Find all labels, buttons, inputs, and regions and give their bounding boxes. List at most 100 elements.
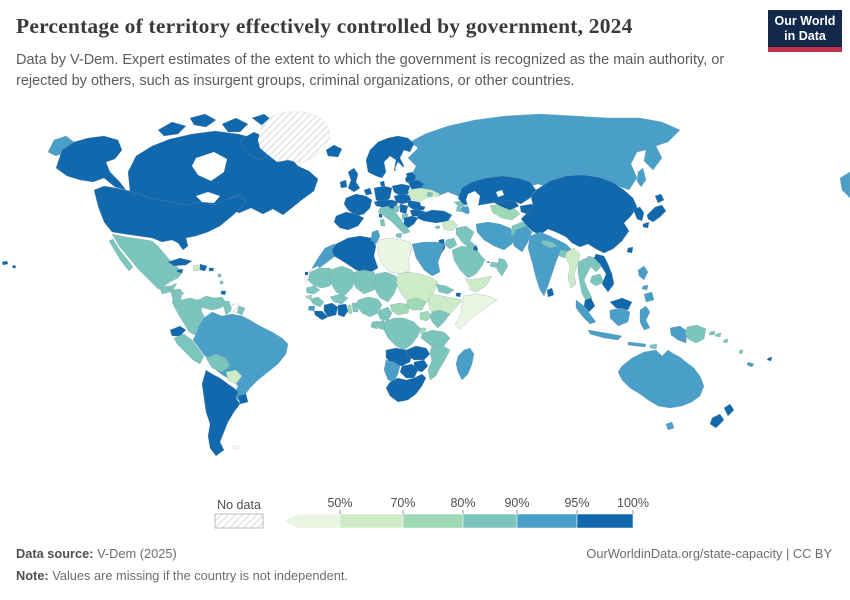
country-italy[interactable] [377,205,411,235]
country-sardinia[interactable] [379,218,386,227]
country-haiti[interactable] [192,264,201,272]
country-djibouti[interactable] [455,292,462,298]
country-denmark[interactable] [379,180,386,187]
country-peru[interactable] [173,333,205,365]
footer-link-line[interactable]: OurWorldinData.org/state-capacity | CC B… [586,546,832,561]
country-argentina-chile[interactable] [201,369,241,457]
country-solomon-islands-2[interactable] [722,338,729,344]
country-guinea-bissau[interactable] [305,294,313,300]
legend-bin-0[interactable] [283,513,341,529]
country-taiwan[interactable] [626,246,634,254]
country-baja-california[interactable] [108,238,134,272]
country-central-african-republic[interactable] [389,302,411,316]
country-dr-congo[interactable] [383,317,421,351]
legend-bin-2[interactable] [402,513,464,529]
country-germany[interactable] [373,185,393,205]
country-libya[interactable] [377,237,413,275]
country-lesser-antilles-1[interactable] [217,273,222,278]
country-serbia[interactable] [399,203,409,215]
country-greece[interactable] [403,215,419,229]
country-solomon-islands-1[interactable] [714,332,722,338]
country-philippines-luzon[interactable] [637,265,649,281]
country-nepal[interactable] [541,239,559,249]
country-sicily[interactable] [395,232,403,239]
legend-no-data-swatch[interactable] [214,513,264,529]
country-sakhalin[interactable] [636,167,647,188]
country-ghana[interactable] [337,303,349,318]
country-armenia[interactable] [455,207,463,213]
country-madagascar[interactable] [455,347,475,381]
country-guatemala[interactable] [159,285,171,295]
country-iberia[interactable] [333,211,365,231]
country-guinea[interactable] [309,296,325,308]
country-senegal[interactable] [305,285,321,295]
country-indonesia-java[interactable] [587,329,623,341]
country-eritrea[interactable] [435,283,455,295]
country-cambodia[interactable] [589,273,605,287]
country-new-zealand-north[interactable] [723,403,735,417]
country-mozambique[interactable] [427,343,451,381]
country-namibia[interactable] [383,359,401,383]
country-novaya-zemlya[interactable] [451,123,471,141]
country-lesser-antilles-2[interactable] [219,280,224,285]
country-bangladesh[interactable] [558,249,567,259]
country-niger[interactable] [351,269,379,295]
country-nigeria[interactable] [355,296,383,318]
country-uae[interactable] [489,261,500,269]
country-kenya[interactable] [429,309,451,329]
country-usa[interactable] [93,185,246,251]
country-liberia[interactable] [313,310,329,321]
country-bolivia[interactable] [205,353,231,373]
country-poland[interactable] [391,183,411,197]
country-china-mongolia[interactable] [520,174,638,254]
country-fiji[interactable] [766,356,773,362]
country-algeria[interactable] [331,235,379,275]
country-brazil[interactable] [192,311,289,401]
country-togo[interactable] [347,304,353,315]
country-malaysia-peninsula[interactable] [583,297,596,313]
country-south-africa[interactable] [385,373,427,403]
country-iceland[interactable] [325,144,343,158]
country-jamaica[interactable] [176,268,184,274]
country-indonesia-papua[interactable] [669,325,688,344]
country-vietnam[interactable] [593,253,615,293]
country-benelux[interactable] [363,187,373,196]
country-pakistan[interactable] [511,225,533,253]
country-australia[interactable] [617,349,705,409]
country-guyana[interactable] [221,300,233,316]
country-france[interactable] [343,193,373,217]
country-ecuador[interactable] [169,325,187,337]
country-sierra-leone[interactable] [307,305,316,312]
country-cyprus[interactable] [434,225,441,230]
country-chad[interactable] [373,271,399,303]
country-philippines-mindanao[interactable] [643,291,655,303]
country-ivory-coast[interactable] [323,302,339,318]
country-arctic-island-1[interactable] [157,121,187,137]
country-alaska[interactable] [55,135,127,191]
country-new-zealand-south[interactable] [709,413,725,429]
legend-bin-1[interactable] [339,513,404,529]
country-hawaii-2[interactable] [11,264,17,269]
country-korea[interactable] [632,206,645,222]
country-sri-lanka[interactable] [546,287,555,298]
country-scandinavia[interactable] [365,135,415,179]
legend-bin-3[interactable] [462,513,518,529]
country-hawaii[interactable] [1,260,9,266]
country-zambia[interactable] [405,345,431,361]
country-paraguay[interactable] [225,369,243,385]
country-dominican-republic[interactable] [199,263,208,272]
country-falkland-islands[interactable] [232,445,239,450]
country-oman[interactable] [496,257,509,277]
country-trinidad[interactable] [220,290,227,296]
country-jordan[interactable] [444,237,458,250]
owid-url[interactable]: OurWorldinData.org/state-capacity [586,546,783,561]
country-india[interactable] [527,231,573,297]
country-mali[interactable] [329,265,357,297]
country-cape-verde[interactable] [304,271,309,276]
country-united-kingdom[interactable] [347,167,361,193]
country-myanmar[interactable] [565,247,581,289]
country-tasmania[interactable] [665,421,675,431]
country-burkina-faso[interactable] [329,293,349,305]
country-uruguay[interactable] [237,393,249,405]
